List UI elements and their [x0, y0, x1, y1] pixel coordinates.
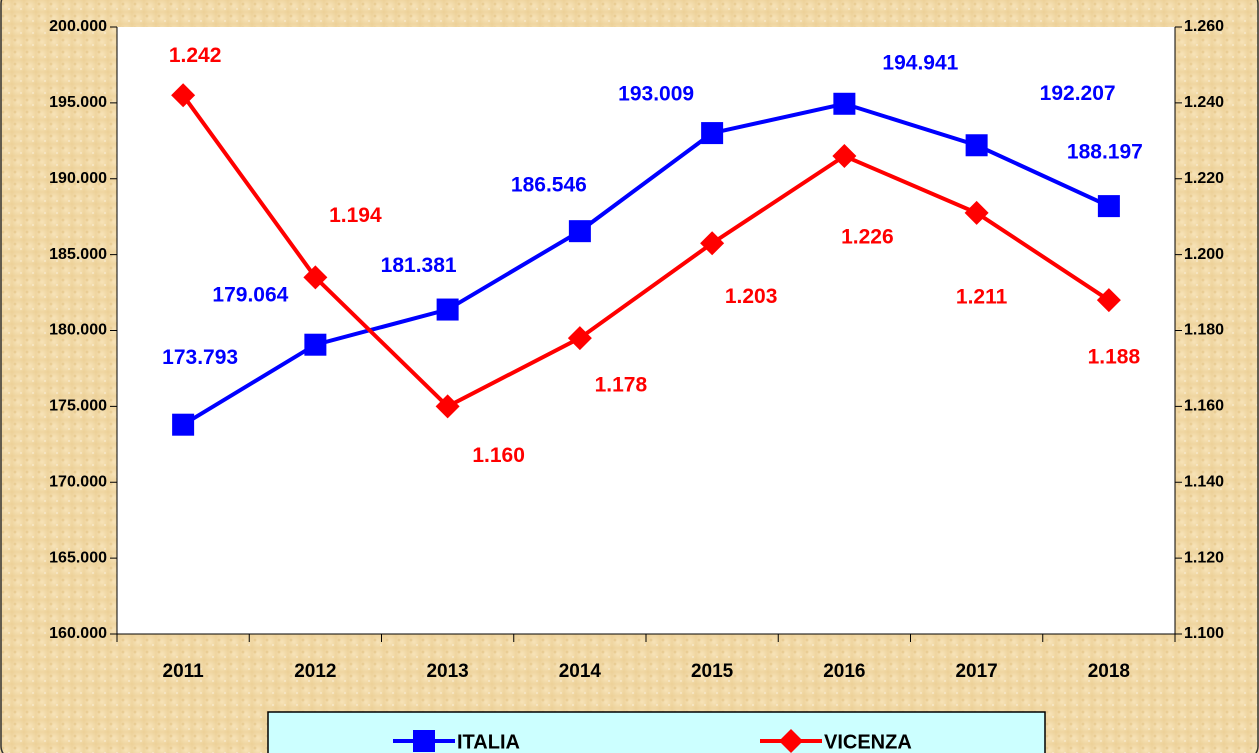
y2-tick-label: 1.160 [1184, 398, 1224, 415]
data-label: 1.226 [841, 226, 894, 249]
y-tick-label: 160.000 [49, 625, 107, 642]
marker [1096, 288, 1121, 313]
data-label: 1.188 [1088, 346, 1141, 369]
x-tick-label: 2014 [559, 661, 602, 682]
legend-marker [779, 729, 803, 753]
legend-label: VICENZA [824, 731, 912, 753]
data-label: 186.546 [511, 174, 587, 197]
data-label: 188.197 [1067, 141, 1143, 164]
y2-tick-label: 1.100 [1184, 625, 1224, 642]
marker [700, 231, 725, 256]
data-label: 179.064 [212, 283, 288, 306]
marker [701, 122, 724, 145]
x-tick-label: 2011 [163, 661, 205, 682]
y2-tick-label: 1.180 [1184, 322, 1224, 339]
y2-tick-label: 1.120 [1184, 549, 1224, 566]
series-line [181, 94, 1110, 409]
y-tick-label: 200.000 [49, 18, 107, 35]
data-label: 192.207 [1040, 82, 1116, 105]
data-label: 173.793 [162, 346, 238, 369]
marker [171, 83, 196, 108]
series-line [182, 101, 1110, 427]
y2-tick-label: 1.200 [1184, 246, 1224, 263]
x-tick-label: 2016 [823, 661, 865, 682]
y-tick-label: 180.000 [49, 322, 107, 339]
x-tick-label: 2012 [294, 661, 336, 682]
y2-tick-label: 1.220 [1184, 170, 1224, 187]
x-tick-label: 2015 [691, 661, 734, 682]
marker [964, 200, 989, 225]
marker [436, 298, 459, 321]
plot-area [117, 27, 1175, 634]
marker [303, 265, 328, 290]
marker [832, 143, 857, 168]
legend-label: ITALIA [457, 731, 520, 753]
data-label: 193.009 [618, 83, 694, 106]
x-tick-label: 2018 [1088, 661, 1130, 682]
legend-marker [413, 730, 435, 752]
data-label: 1.203 [725, 285, 778, 308]
marker [435, 394, 460, 419]
legend [267, 711, 1046, 753]
data-label: 1.194 [329, 204, 382, 227]
data-label: 1.160 [472, 444, 525, 467]
marker [568, 220, 591, 243]
y-tick-label: 190.000 [49, 170, 107, 187]
y-tick-label: 175.000 [49, 398, 107, 415]
y2-tick-label: 1.140 [1184, 473, 1224, 490]
data-label: 1.242 [169, 44, 222, 67]
marker [304, 333, 327, 356]
marker [965, 134, 988, 157]
data-label: 1.178 [595, 374, 648, 397]
x-tick-label: 2017 [955, 661, 997, 682]
marker [1097, 195, 1120, 218]
y-tick-label: 165.000 [49, 549, 107, 566]
marker [172, 413, 195, 436]
y2-tick-label: 1.260 [1184, 18, 1224, 35]
y2-tick-label: 1.240 [1184, 94, 1224, 111]
marker [833, 92, 856, 115]
y-tick-label: 170.000 [49, 473, 107, 490]
data-label: 181.381 [381, 254, 457, 277]
x-tick-label: 2013 [426, 661, 468, 682]
y-tick-label: 195.000 [49, 94, 107, 111]
marker [567, 326, 592, 351]
y-tick-label: 185.000 [49, 246, 107, 263]
data-label: 194.941 [882, 51, 958, 74]
data-label: 1.211 [956, 285, 1008, 308]
